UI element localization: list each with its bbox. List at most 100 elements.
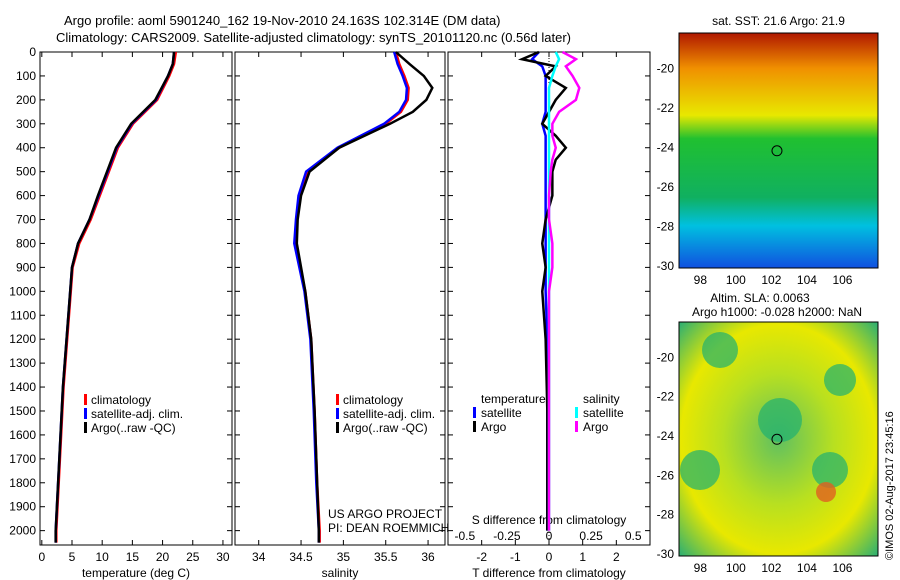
map-y-tick-label: -26 [657, 468, 675, 482]
x-tick-label: 10 [96, 550, 110, 564]
y-tick-label: 300 [16, 117, 36, 131]
timestamp-stamp: ©IMOS 02-Aug-2017 23:45:16 [884, 411, 896, 560]
legend-label: climatology [343, 393, 403, 407]
sla-blob [812, 452, 848, 488]
legend-swatch [575, 421, 578, 432]
axes-frame-temp [39, 51, 233, 546]
map-y-tick-label: -22 [657, 390, 675, 404]
x-tick-label: 15 [126, 550, 140, 564]
x-tick-label: 25 [186, 550, 200, 564]
y-tick-label: 1700 [9, 452, 36, 466]
map-y-tick-label: -24 [657, 429, 675, 443]
legend-swatch [473, 421, 476, 432]
map-x-tick-label: 98 [694, 273, 708, 287]
y-tick-label: 1400 [9, 380, 36, 394]
y-tick-label: 1300 [9, 356, 36, 370]
sla-blob [824, 364, 856, 396]
x-tick-label: 0 [546, 550, 553, 564]
project-credit: US ARGO PROJECT [328, 507, 443, 521]
legend-swatch [575, 407, 578, 418]
map-x-tick-label: 106 [832, 561, 852, 575]
y-tick-label: 400 [16, 141, 36, 155]
series-line-argo-raw-qc- [54, 51, 176, 543]
map-y-tick-label: -28 [657, 220, 675, 234]
map-sst [678, 32, 879, 269]
x-tick-label: 20 [156, 550, 170, 564]
x-tick-label: 0 [38, 550, 45, 564]
x-axis-label: temperature (deg C) [82, 566, 190, 580]
y-tick-label: 1000 [9, 284, 36, 298]
map-x-tick-label: 102 [761, 273, 781, 287]
x-tick-label: 34 [252, 550, 266, 564]
x-tick-label: 35 [337, 550, 351, 564]
sla-blob [680, 450, 720, 490]
map-x-tick-label: 104 [797, 273, 817, 287]
y-tick-label: 1900 [9, 500, 36, 514]
x-tick-label: 1 [579, 550, 586, 564]
map-title: sat. SST: 21.6 Argo: 21.9 [712, 14, 845, 28]
legend-swatch [336, 408, 339, 419]
sla-blob [816, 482, 836, 502]
map-y-tick-label: -30 [657, 547, 675, 561]
x-tick-label: -1 [510, 550, 521, 564]
map-x-tick-label: 104 [797, 561, 817, 575]
x-tick-label: 2 [613, 550, 620, 564]
legend-swatch [84, 408, 87, 419]
x2-tick-label: -0.25 [493, 529, 521, 543]
series-line-t-satellite [530, 51, 549, 531]
y-tick-label: 1600 [9, 428, 36, 442]
y-tick-label: 0 [29, 45, 36, 59]
map-y-tick-label: -20 [657, 62, 675, 76]
sla-blob [758, 398, 802, 442]
y-tick-label: 1800 [9, 476, 36, 490]
x-tick-label: 35.5 [374, 550, 398, 564]
legend-label: Argo(..raw -QC) [91, 421, 176, 435]
legend-heading-temperature: temperature [481, 392, 546, 406]
legend-swatch [473, 407, 476, 418]
x-tick-label: 34.5 [289, 550, 313, 564]
legend-heading-salinity: salinity [583, 392, 620, 406]
y-tick-label: 900 [16, 260, 36, 274]
x-tick-label: -2 [476, 550, 487, 564]
x2-tick-label: -0.5 [454, 529, 475, 543]
legend-label: Argo(..raw -QC) [343, 421, 428, 435]
legend-label: Argo [583, 420, 609, 434]
y-tick-label: 1200 [9, 332, 36, 346]
y-tick-label: 100 [16, 69, 36, 83]
x-tick-label: 5 [69, 550, 76, 564]
map-x-tick-label: 102 [761, 561, 781, 575]
legend-label: climatology [91, 393, 151, 407]
map-x-tick-label: 98 [694, 561, 708, 575]
map-y-tick-label: -28 [657, 508, 675, 522]
y-tick-label: 1500 [9, 404, 36, 418]
x-tick-label: 30 [216, 550, 230, 564]
map-y-tick-label: -20 [657, 350, 675, 364]
legend-label: satellite-adj. clim. [343, 407, 435, 421]
map-x-tick-label: 100 [726, 273, 746, 287]
series-line-s-argo [547, 50, 581, 531]
map-y-tick-label: -22 [657, 101, 675, 115]
map-y-tick-label: -30 [657, 259, 675, 273]
legend-swatch [336, 394, 339, 405]
x2-tick-label: 0.25 [579, 529, 603, 543]
map-subtitle: Argo h1000: -0.028 h2000: NaN [692, 305, 862, 319]
argo-location-marker [771, 145, 783, 157]
map-y-tick-label: -26 [657, 180, 675, 194]
sla-blob [702, 332, 738, 368]
axes-frame-sal [234, 51, 446, 546]
map-x-tick-label: 100 [726, 561, 746, 575]
legend-swatch [336, 422, 339, 433]
legend-swatch [84, 422, 87, 433]
y-tick-label: 200 [16, 93, 36, 107]
x-axis-label: salinity [322, 566, 359, 580]
map-x-tick-label: 106 [832, 273, 852, 287]
y-tick-label: 1100 [10, 308, 36, 322]
legend-label: satellite [583, 406, 624, 420]
argo-location-marker [771, 433, 783, 445]
y-tick-label: 600 [16, 189, 36, 203]
y-tick-label: 700 [16, 213, 36, 227]
x-tick-label: 36 [421, 550, 435, 564]
legend-swatch [84, 394, 87, 405]
